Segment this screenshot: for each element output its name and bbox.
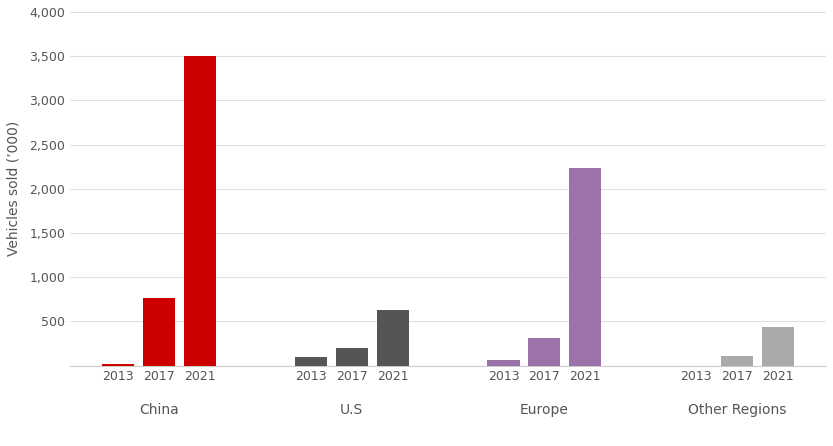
Y-axis label: Vehicles sold (’000): Vehicles sold (’000) <box>7 121 21 256</box>
Bar <box>336 348 367 366</box>
Bar <box>721 356 753 366</box>
Bar <box>487 359 520 366</box>
Bar <box>184 56 216 366</box>
Bar <box>528 339 561 366</box>
Text: Other Regions: Other Regions <box>688 403 786 417</box>
Bar <box>102 364 134 366</box>
Text: China: China <box>139 403 179 417</box>
Bar <box>569 169 601 366</box>
Bar <box>295 357 327 366</box>
Bar <box>377 310 409 366</box>
Text: Europe: Europe <box>520 403 569 417</box>
Bar <box>762 327 794 366</box>
Text: U.S: U.S <box>340 403 363 417</box>
Bar <box>143 297 175 366</box>
